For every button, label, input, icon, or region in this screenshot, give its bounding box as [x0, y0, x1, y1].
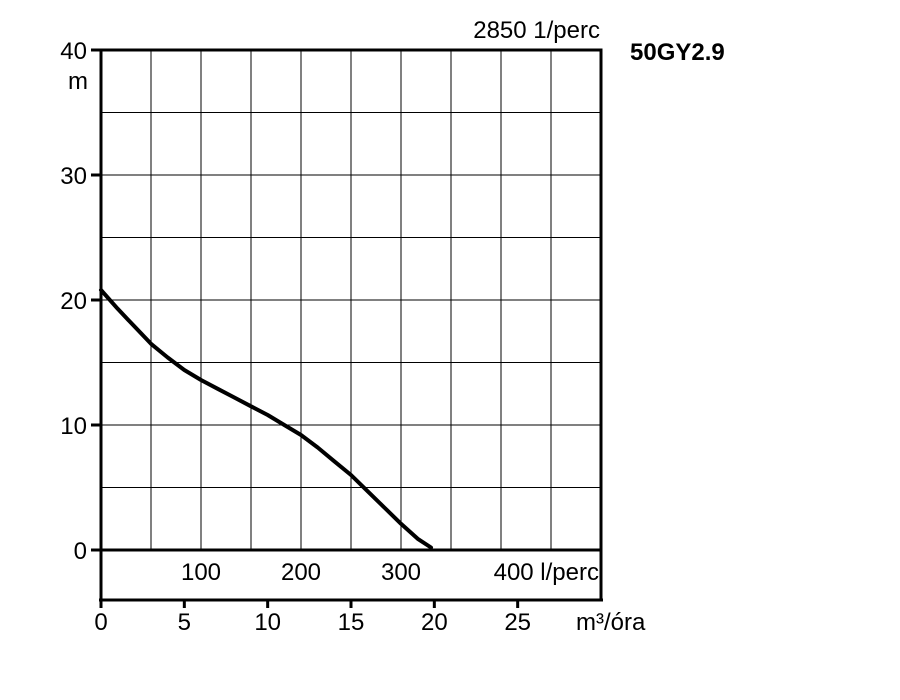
label-layer: 2850 1/perc 50GY2.9 m m³/óra 0 10 20 30 40 10…	[60, 17, 724, 636]
grid	[101, 50, 601, 550]
model-label: 50GY2.9	[630, 39, 725, 66]
y-tick-label: 10	[60, 413, 87, 440]
x-tick-label-m3h: 0	[94, 609, 107, 636]
plot-frame	[91, 48, 603, 608]
speed-label: 2850 1/perc	[473, 17, 600, 44]
x-tick-label-m3h: 20	[421, 609, 448, 636]
y-tick-label: 0	[74, 538, 87, 565]
x-tick-label-m3h: 10	[254, 609, 281, 636]
y-axis-unit-label: m	[68, 68, 88, 95]
x-tick-label-lpm: 100	[181, 559, 221, 586]
x-tick-label-lpm: 400 l/perc	[494, 559, 599, 586]
x-tick-label-lpm: 200	[281, 559, 321, 586]
y-tick-label: 30	[60, 163, 87, 190]
pump-curve	[99, 288, 433, 550]
y-tick-label: 40	[60, 38, 87, 65]
x-tick-label-m3h: 25	[504, 609, 531, 636]
x-tick-label-m3h: 5	[178, 609, 191, 636]
y-tick-label: 20	[60, 288, 87, 315]
x-tick-label-lpm: 300	[381, 559, 421, 586]
x-axis-unit-label: m³/óra	[576, 609, 646, 636]
x-tick-label-m3h: 15	[338, 609, 365, 636]
curve-layer	[99, 288, 433, 550]
